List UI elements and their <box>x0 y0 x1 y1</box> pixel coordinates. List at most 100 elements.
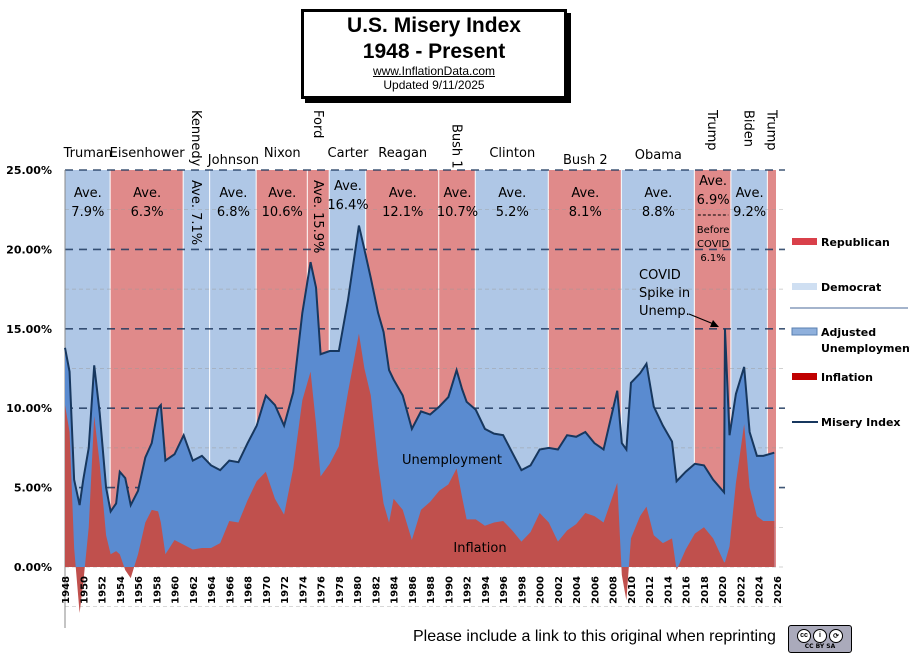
president-name: Carter <box>328 146 369 161</box>
legend-swatch <box>792 283 817 290</box>
covid-arrow-head <box>710 320 719 327</box>
y-tick-label: 25.00% <box>6 164 52 177</box>
y-tick-label: 0.00% <box>14 561 52 574</box>
president-name: Reagan <box>378 146 427 161</box>
x-tick-label: 2006 <box>590 576 601 604</box>
y-tick-label: 15.00% <box>6 323 52 336</box>
term-average-label: Ave. <box>699 174 727 189</box>
x-tick-label: 1974 <box>298 576 309 604</box>
president-name: Trump <box>763 109 778 151</box>
title-box: U.S. Misery Index 1948 - Present www.Inf… <box>301 9 567 99</box>
cc-icon: cc <box>797 628 811 643</box>
x-tick-label: 2020 <box>718 576 729 604</box>
x-tick-label: 1954 <box>116 576 127 604</box>
term-average-value: 6.3% <box>131 205 164 220</box>
term-average-value: 9.2% <box>733 205 766 220</box>
legend-label: Misery Index <box>821 416 901 429</box>
x-tick-label: 1998 <box>517 576 528 604</box>
president-name: Eisenhower <box>110 146 186 161</box>
x-tick-label: 2002 <box>554 576 565 604</box>
x-tick-label: 2000 <box>536 576 547 604</box>
term-average-label: Ave. <box>74 186 102 201</box>
x-tick-label: 2016 <box>682 576 693 604</box>
x-tick-label: 2024 <box>755 576 766 604</box>
president-name: Biden <box>741 110 756 147</box>
legend-label: Democrat <box>821 281 881 294</box>
x-tick-label: 1996 <box>499 576 510 604</box>
covid-annotation: Unemp. <box>639 304 690 319</box>
term-band <box>767 170 776 567</box>
x-tick-label: 1964 <box>207 576 218 604</box>
term-average-label: Ave. <box>334 179 362 194</box>
x-tick-label: 1960 <box>171 576 182 604</box>
covid-annotation: Spike in <box>639 286 690 301</box>
president-name: Clinton <box>489 146 535 161</box>
president-name: Nixon <box>264 146 301 161</box>
legend-swatch <box>792 373 817 380</box>
x-tick-label: 1980 <box>353 576 364 604</box>
x-tick-label: 2004 <box>572 576 583 604</box>
term-average-label: Ave. <box>644 186 672 201</box>
by-icon: i <box>813 628 827 643</box>
x-tick-label: 1992 <box>463 576 474 604</box>
y-tick-label: 10.00% <box>6 402 52 415</box>
x-tick-label: 1988 <box>426 576 437 604</box>
source-link[interactable]: www.InflationData.com <box>372 64 496 78</box>
x-tick-label: 1956 <box>134 576 145 604</box>
term-average-value: 5.2% <box>496 205 529 220</box>
term-average-value: 6.8% <box>217 205 250 220</box>
before-covid-note: 6.1% <box>700 253 725 264</box>
term-average-value: 6.9% <box>697 193 730 208</box>
sa-icon: ⟳ <box>829 628 843 643</box>
x-tick-label: 1978 <box>335 576 346 604</box>
inflation-label: Inflation <box>453 541 506 556</box>
x-tick-label: 1972 <box>280 576 291 604</box>
x-tick-label: 1984 <box>390 576 401 604</box>
x-tick-label: 1948 <box>61 576 72 604</box>
term-average-label: Ave. <box>498 186 526 201</box>
x-tick-label: 1968 <box>244 576 255 604</box>
x-tick-label: 2026 <box>773 576 784 604</box>
chart-subtitle: 1948 - Present <box>362 40 506 63</box>
legend-swatch <box>792 238 817 245</box>
cc-license-badge[interactable]: cc i ⟳ cc by sa <box>788 625 852 653</box>
x-tick-label: 2022 <box>736 576 747 604</box>
x-tick-label: 2008 <box>609 576 620 604</box>
term-average-value: 7.9% <box>71 205 104 220</box>
president-name: Bush 1 <box>449 124 464 169</box>
before-covid-note: COVID <box>697 239 729 250</box>
x-tick-label: 1970 <box>262 576 273 604</box>
chart-title: U.S. Misery Index <box>347 14 521 37</box>
x-tick-label: 1994 <box>481 576 492 604</box>
x-tick-label: 2014 <box>663 576 674 604</box>
president-name: Johnson <box>207 153 259 168</box>
x-tick-label: 1986 <box>408 576 419 604</box>
term-average-value: 10.7% <box>437 205 478 220</box>
legend-label: Republican <box>821 236 890 249</box>
x-tick-label: 2010 <box>627 576 638 604</box>
unemployment-label: Unemployment <box>402 453 502 468</box>
term-average: Ave. 15.9% <box>310 180 325 253</box>
x-tick-label: 1976 <box>317 576 328 604</box>
legend-swatch <box>791 327 818 336</box>
president-name: Truman <box>63 146 112 161</box>
president-name: Bush 2 <box>563 153 608 168</box>
term-average-value: 8.8% <box>642 205 675 220</box>
x-tick-label: 2012 <box>645 576 656 604</box>
term-average-label: Ave. <box>736 186 764 201</box>
before-covid-note: Before <box>697 225 730 236</box>
x-tick-label: 2018 <box>700 576 711 604</box>
term-average-label: Ave. <box>133 186 161 201</box>
legend-label: Unemployment <box>821 342 910 355</box>
term-average-value: 12.1% <box>382 205 423 220</box>
term-average-label: Ave. <box>444 186 472 201</box>
inflation-area <box>65 333 775 614</box>
x-tick-label: 1990 <box>444 576 455 604</box>
x-tick-label: 1958 <box>152 576 163 604</box>
x-tick-label: 1966 <box>225 576 236 604</box>
term-average-value: 16.4% <box>327 198 368 213</box>
term-average-label: Ave. <box>219 186 247 201</box>
president-name: Kennedy <box>188 110 203 167</box>
x-tick-label: 1950 <box>79 576 90 604</box>
